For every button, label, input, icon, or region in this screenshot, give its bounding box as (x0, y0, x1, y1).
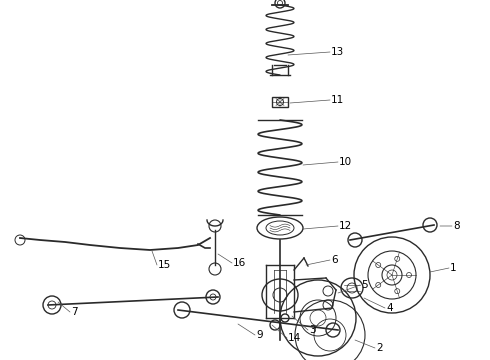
Text: 8: 8 (453, 221, 460, 231)
Text: 2: 2 (376, 343, 383, 353)
Text: 6: 6 (331, 255, 338, 265)
Text: 9: 9 (256, 330, 263, 340)
Text: 1: 1 (450, 263, 457, 273)
Text: 12: 12 (339, 221, 352, 231)
Text: 13: 13 (331, 47, 344, 57)
Text: 7: 7 (71, 307, 77, 317)
Text: 11: 11 (331, 95, 344, 105)
Text: 5: 5 (361, 280, 368, 290)
Text: 16: 16 (233, 258, 246, 268)
Text: 10: 10 (339, 157, 352, 167)
Text: 15: 15 (158, 260, 171, 270)
Text: 14: 14 (288, 333, 301, 343)
Text: 4: 4 (386, 303, 392, 313)
Text: 3: 3 (309, 325, 316, 335)
